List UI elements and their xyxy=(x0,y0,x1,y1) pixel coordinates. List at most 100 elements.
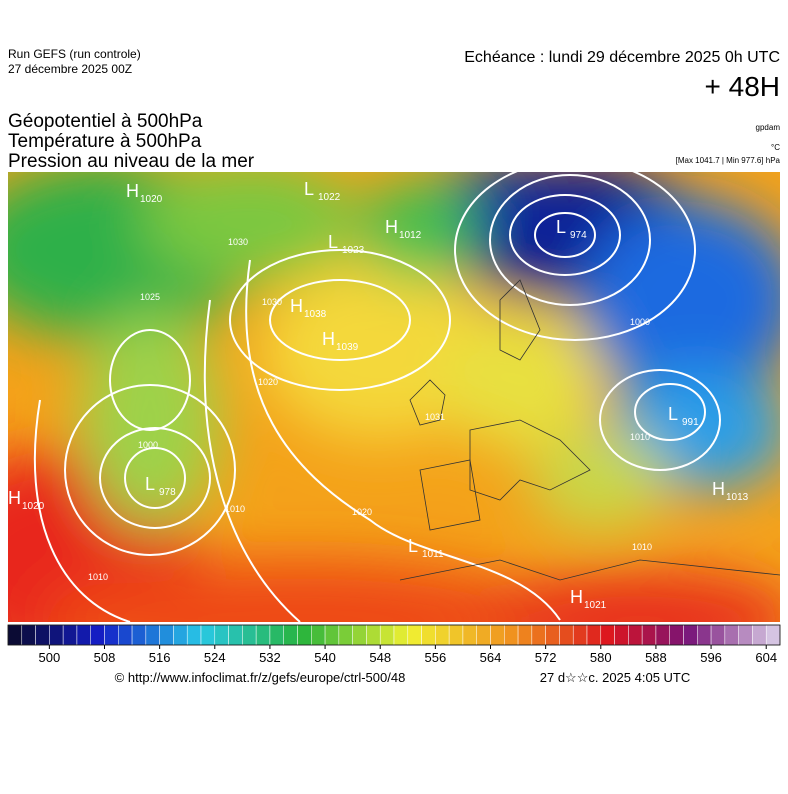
center-kind: H xyxy=(322,329,335,349)
center-kind: H xyxy=(8,488,21,508)
isobar-label: 1000 xyxy=(138,440,158,450)
isobar-label: 1020 xyxy=(352,507,372,517)
colorbar-swatch xyxy=(283,624,298,646)
pressure-center: L 1023 xyxy=(328,232,365,256)
center-kind: H xyxy=(570,587,583,607)
colorbar-swatch xyxy=(173,624,188,646)
colorbar-tick-label: 588 xyxy=(645,650,667,665)
pressure-center: H 1039 xyxy=(322,329,359,353)
colorbar-swatch xyxy=(131,624,147,646)
colorbar-swatch xyxy=(504,624,519,646)
field: Température à 500hPa xyxy=(8,131,202,152)
center-value: 1011 xyxy=(422,549,444,560)
colorbar-swatch xyxy=(118,624,133,646)
colorbar-swatch xyxy=(311,624,326,646)
unit: [Max 1041.7 | Min 977.6] hPa xyxy=(676,156,781,165)
colorbar-tick-label: 508 xyxy=(94,650,116,665)
colorbar-tick-label: 604 xyxy=(755,650,777,665)
colorbar-swatch xyxy=(200,624,216,646)
colorbar-tick-label: 524 xyxy=(204,650,226,665)
colorbar-swatch xyxy=(62,624,78,646)
colorbar-swatch xyxy=(159,624,174,646)
colorbar-tick-label: 572 xyxy=(535,650,557,665)
center-value: 991 xyxy=(682,417,699,428)
colorbar-swatch xyxy=(255,624,271,646)
pressure-center: H 1020 xyxy=(8,488,45,512)
pressure-center: H 1038 xyxy=(290,296,327,320)
colorbar-swatch xyxy=(490,624,505,646)
colorbar-swatch xyxy=(559,624,574,646)
center-kind: L xyxy=(145,474,155,494)
colorbar-tick-label: 580 xyxy=(590,650,612,665)
isobar-label: 1000 xyxy=(630,317,650,327)
map xyxy=(8,172,780,622)
colorbar-swatch xyxy=(697,624,712,646)
colorbar-swatch xyxy=(90,624,105,646)
colorbar-swatch xyxy=(366,624,381,646)
field: Pression au niveau de la mer xyxy=(8,151,255,172)
colorbar-swatch xyxy=(572,624,588,646)
center-kind: H xyxy=(290,296,303,316)
center-value: 1020 xyxy=(140,194,163,205)
colorbar-swatch xyxy=(379,624,395,646)
run-date: 27 décembre 2025 00Z xyxy=(8,62,132,76)
pressure-center: H 1013 xyxy=(712,479,749,503)
colorbar-swatch xyxy=(242,624,257,646)
colorbar-swatch xyxy=(104,624,119,646)
pressure-center: H 1020 xyxy=(126,181,163,205)
center-kind: L xyxy=(328,232,338,252)
unit: °C xyxy=(771,143,780,152)
center-kind: L xyxy=(304,179,314,199)
center-kind: H xyxy=(126,181,139,201)
colorbar-swatch xyxy=(35,624,50,646)
colorbar-swatch xyxy=(76,624,91,646)
isobar-label: 1010 xyxy=(632,542,652,552)
colorbar-swatch xyxy=(421,624,436,646)
colorbar-swatch xyxy=(738,624,753,646)
pressure-center: L 1022 xyxy=(304,179,341,203)
colorbar-swatch xyxy=(21,624,36,646)
center-value: 1013 xyxy=(726,492,749,503)
colorbar-swatch xyxy=(476,624,491,646)
colorbar-swatch xyxy=(352,624,367,646)
pressure-center: L 991 xyxy=(668,404,699,428)
colorbar-swatch xyxy=(435,624,450,646)
isobar-label: 1010 xyxy=(225,504,245,514)
center-value: 1038 xyxy=(304,309,327,320)
colorbar-swatch xyxy=(752,624,767,646)
colorbar-swatch xyxy=(531,624,546,646)
colorbar-swatch xyxy=(641,624,657,646)
center-value: 978 xyxy=(159,487,176,498)
colorbar-tick-label: 540 xyxy=(314,650,336,665)
colorbar-swatch xyxy=(669,624,684,646)
colorbar-tick-label: 596 xyxy=(700,650,722,665)
isobar-label: 1010 xyxy=(630,432,650,442)
colorbar-swatch xyxy=(297,624,312,646)
isobar-label: 1025 xyxy=(140,292,160,302)
colorbar-swatch xyxy=(545,624,560,646)
colorbar-tick-label: 548 xyxy=(369,650,391,665)
center-value: 1020 xyxy=(22,501,45,512)
pressure-center: H 1021 xyxy=(570,587,607,611)
colorbar-swatch xyxy=(228,624,243,646)
center-value: 1039 xyxy=(336,342,359,353)
unit: gpdam xyxy=(756,123,781,132)
colorbar-swatch xyxy=(448,624,464,646)
center-kind: L xyxy=(668,404,678,424)
lead: + 48H xyxy=(705,71,781,102)
isobar-label: 1010 xyxy=(88,572,108,582)
colorbar-swatch xyxy=(655,624,670,646)
colorbar-swatch xyxy=(145,624,160,646)
center-value: 1021 xyxy=(584,600,607,611)
colorbar-swatch xyxy=(628,624,643,646)
colorbar-swatch xyxy=(683,624,698,646)
pressure-center: L 1011 xyxy=(408,536,444,560)
timestamp: 27 d☆☆c. 2025 4:05 UTC xyxy=(540,670,691,685)
colorbar-tick-label: 556 xyxy=(425,650,447,665)
isobar-label: 1030 xyxy=(228,237,248,247)
colorbar-swatch xyxy=(214,624,229,646)
isobar-label: 1020 xyxy=(258,377,278,387)
colorbar-swatch xyxy=(517,624,533,646)
colorbar-tick-label: 516 xyxy=(149,650,171,665)
colorbar-swatch xyxy=(600,624,615,646)
